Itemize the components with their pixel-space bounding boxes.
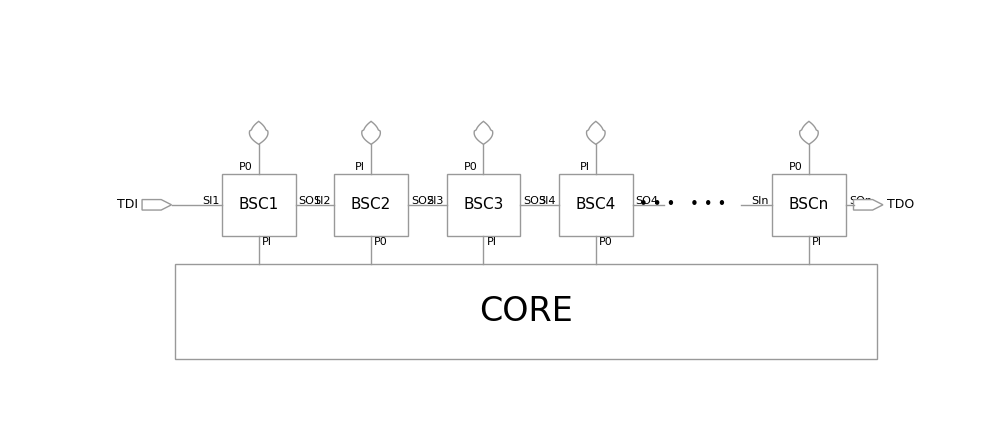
Text: SO3: SO3 [523,196,546,206]
Text: PI: PI [580,162,590,172]
Text: P0: P0 [789,162,803,172]
Bar [559,174,633,236]
Text: PI: PI [487,237,497,247]
Polygon shape [800,122,818,144]
Text: SI2: SI2 [314,196,331,206]
Text: P0: P0 [374,237,388,247]
Text: PI: PI [262,237,272,247]
Bar [447,174,520,236]
Text: P0: P0 [239,162,252,172]
Text: BSCn: BSCn [789,197,829,212]
Text: SI1: SI1 [202,196,220,206]
Polygon shape [587,122,605,144]
Text: SO4: SO4 [636,196,659,206]
Text: BSC2: BSC2 [351,197,391,212]
Polygon shape [854,200,883,210]
Polygon shape [474,122,493,144]
Text: • • •   • • •: • • • • • • [639,197,727,212]
Text: SO2: SO2 [411,196,434,206]
Text: BSC4: BSC4 [576,197,616,212]
Text: SO1: SO1 [299,196,321,206]
Bar [772,174,846,236]
Polygon shape [249,122,268,144]
Bar [334,174,408,236]
Bar [175,264,877,359]
Polygon shape [142,200,172,210]
Text: CORE: CORE [479,295,573,328]
Text: PI: PI [812,237,822,247]
Polygon shape [362,122,380,144]
Text: P0: P0 [599,237,613,247]
Text: PI: PI [355,162,365,172]
Bar [222,174,296,236]
Text: SOn: SOn [849,196,872,206]
Text: BSC3: BSC3 [463,197,504,212]
Text: SI3: SI3 [426,196,444,206]
Text: SI4: SI4 [538,196,556,206]
Text: SIn: SIn [752,196,769,206]
Text: TDO: TDO [887,198,914,211]
Text: P0: P0 [463,162,477,172]
Text: BSC1: BSC1 [239,197,279,212]
Text: TDI: TDI [117,198,138,211]
